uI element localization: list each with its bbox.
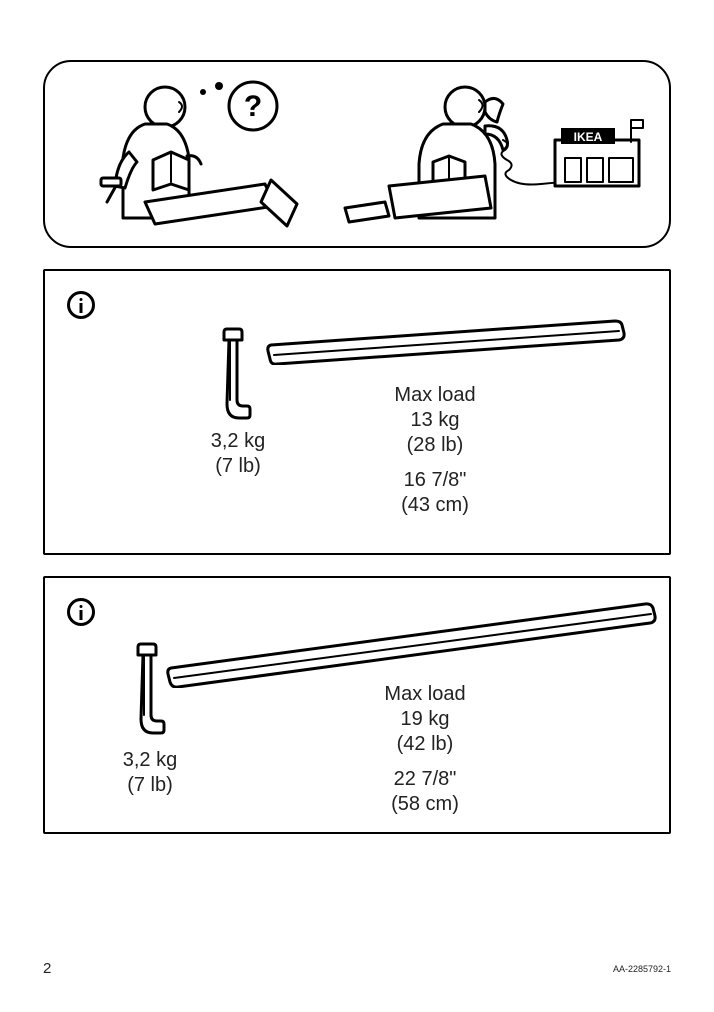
hook-weight-block: 3,2 kg (7 lb) [105,748,195,798]
panel-spec-short-rail: 3,2 kg (7 lb) Max load 13 kg (28 lb) 16 … [43,269,671,555]
rail-maxload-lb: (28 lb) [355,433,515,458]
rail-long-drawing [165,598,665,688]
page-number: 2 [43,960,51,977]
help-illustration-svg: ? IKEA [45,62,673,250]
rail-maxload-kg: 13 kg [355,408,515,433]
info-icon [67,291,95,319]
hook-weight-lb: (7 lb) [193,454,283,479]
panel-spec-long-rail: 3,2 kg (7 lb) Max load 19 kg (42 lb) 22 … [43,576,671,834]
rail-maxload-label: Max load [355,383,515,408]
document-code: AA-2285792-1 [613,964,671,974]
hook-weight-lb: (7 lb) [105,773,195,798]
rail-maxload-label: Max load [345,682,505,707]
panel-help-illustration: ? IKEA [43,60,671,248]
rail-length-in: 22 7/8" [345,767,505,792]
rail-length-cm: (43 cm) [355,493,515,518]
svg-text:?: ? [244,90,262,123]
hook-drawing [129,640,169,740]
info-icon [67,598,95,626]
rail-short-drawing [265,315,645,365]
rail-spec-block: Max load 13 kg (28 lb) 16 7/8" (43 cm) [355,383,515,518]
hook-weight-kg: 3,2 kg [105,748,195,773]
rail-spec-block: Max load 19 kg (42 lb) 22 7/8" (58 cm) [345,682,505,817]
rail-length-cm: (58 cm) [345,792,505,817]
rail-length-in: 16 7/8" [355,468,515,493]
hook-weight-block: 3,2 kg (7 lb) [193,429,283,479]
rail-maxload-kg: 19 kg [345,707,505,732]
ikea-sign-text: IKEA [574,130,603,144]
page: ? IKEA [0,0,714,1012]
hook-drawing [215,325,255,425]
rail-maxload-lb: (42 lb) [345,732,505,757]
hook-weight-kg: 3,2 kg [193,429,283,454]
